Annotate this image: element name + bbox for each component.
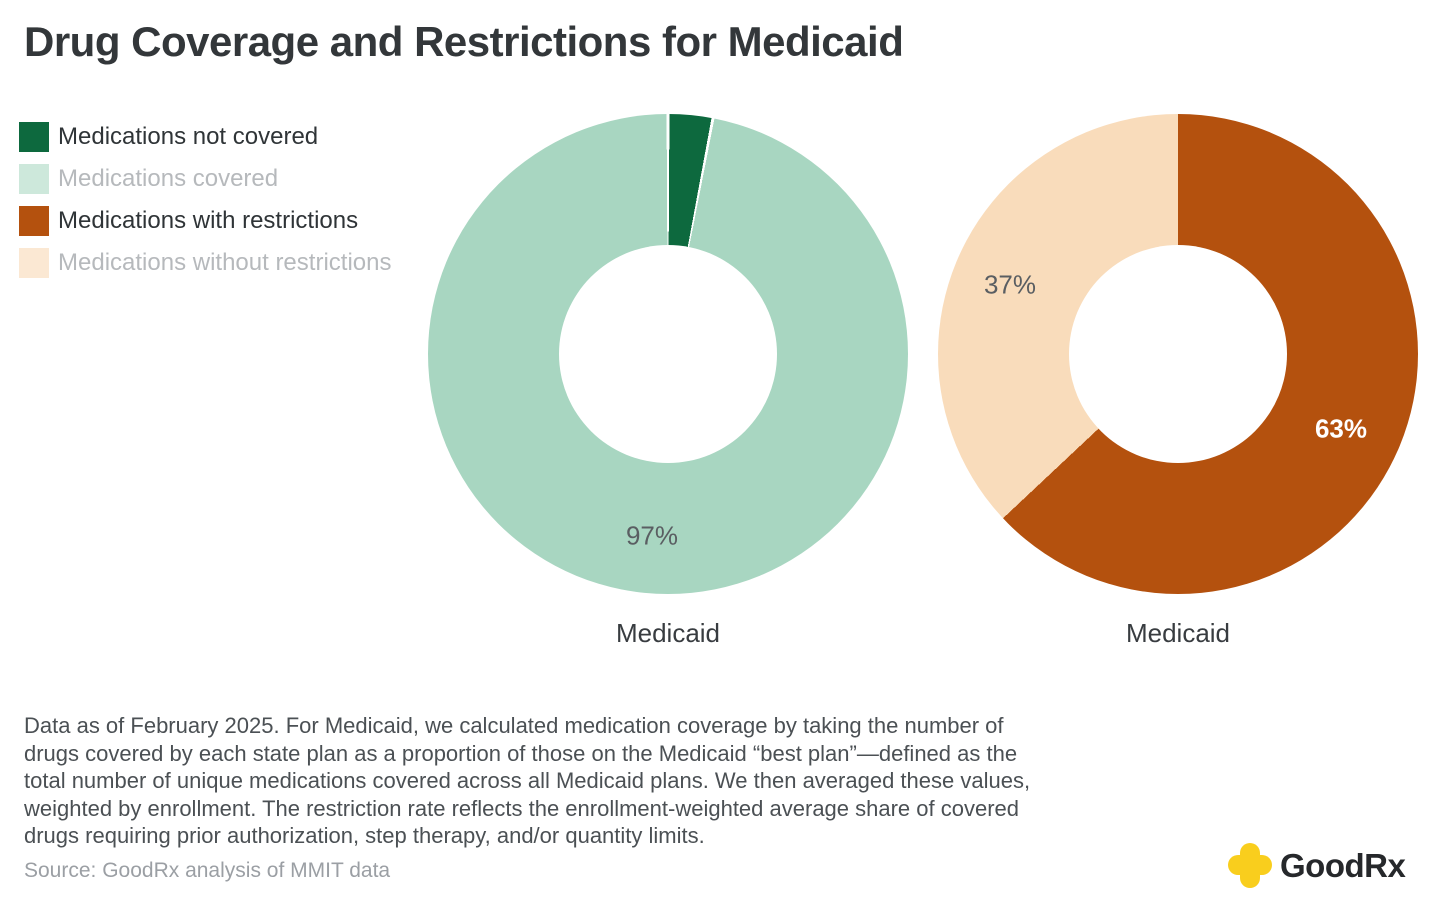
data-label-without-restrictions-37: 37% [983,269,1037,300]
cross-horizontal-bar [1228,855,1272,875]
legend-label: Medications with restrictions [58,207,359,234]
donut-chart-coverage: 97% [428,114,908,594]
legend-label: Medications without restrictions [58,249,392,276]
legend-swatch-without-restrictions [19,248,49,278]
donut-hole [559,245,777,463]
donut-hole [1069,245,1287,463]
legend-item-without-restrictions: Medications without restrictions [19,248,391,278]
category-label-medicaid-right: Medicaid [1125,618,1231,648]
legend-item-with-restrictions: Medications with restrictions [19,206,391,236]
legend-swatch-with-restrictions [19,206,49,236]
legend-swatch-covered [19,164,49,194]
source-text: Source: GoodRx analysis of MMIT data [24,859,391,882]
legend-swatch-not-covered [19,122,49,152]
legend-label: Medications covered [58,165,279,192]
footnote-text: Data as of February 2025. For Medicaid, … [24,713,1031,848]
category-label-medicaid-left: Medicaid [615,618,721,648]
data-label-covered-97: 97% [625,520,679,551]
legend-item-not-covered: Medications not covered [19,122,391,152]
goodrx-logo-text: GoodRx [1280,846,1406,884]
chart-title: Drug Coverage and Restrictions for Medic… [24,18,904,65]
legend-item-covered: Medications covered [19,164,391,194]
donut-chart-restrictions: 37% 63% [938,114,1418,594]
goodrx-logo: GoodRx [1228,843,1406,888]
legend-label: Medications not covered [58,123,319,150]
legend: Medications not covered Medications cove… [19,122,391,290]
goodrx-cross-icon [1228,843,1272,888]
data-label-with-restrictions-63: 63% [1314,413,1368,444]
